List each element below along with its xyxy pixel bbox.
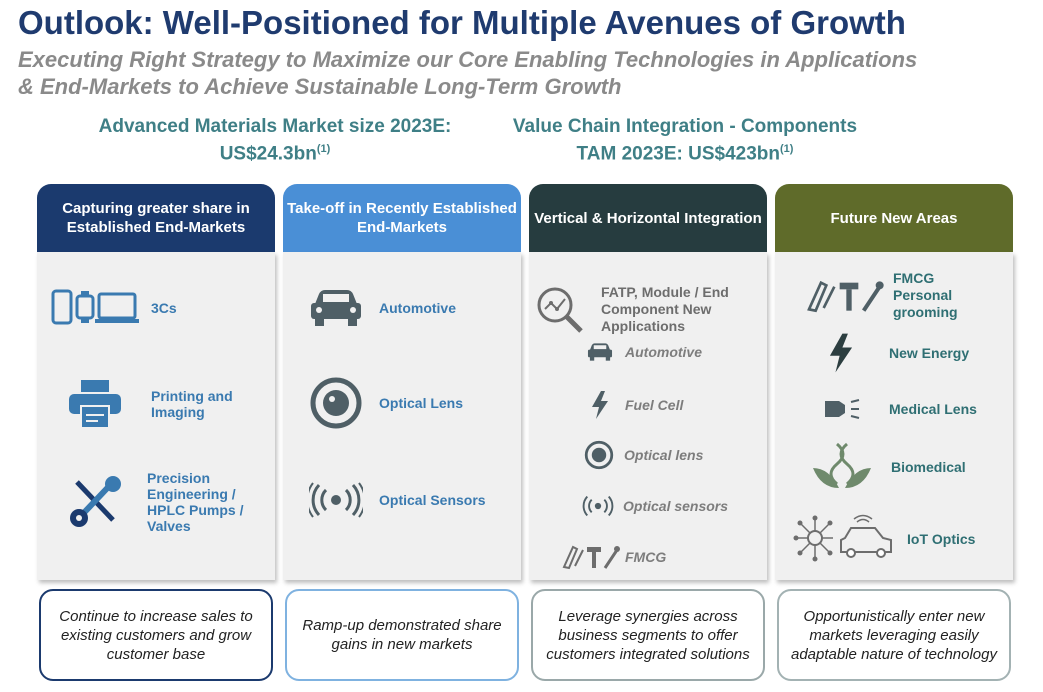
sub-item-label: Optical sensors — [623, 498, 729, 514]
column-recent: Take-off in Recently Established End-Mar… — [283, 184, 521, 580]
item-label: FATP, Module / End Component New Applica… — [601, 284, 729, 334]
column-header: Capturing greater share in Established E… — [37, 184, 275, 252]
market-left-line2: US$24.3bn — [219, 143, 317, 165]
column-body: FMCG Personal grooming New Energy Medi — [775, 252, 1013, 580]
column-established: Capturing greater share in Established E… — [37, 184, 275, 580]
item-label: Biomedical — [891, 458, 966, 475]
market-right-line2: TAM 2023E: US$423bn — [576, 143, 780, 165]
sub-item-label: Fuel Cell — [625, 397, 684, 413]
column-header: Vertical & Horizontal Integration — [529, 184, 767, 252]
list-item: Precision Engineering / HPLC Pumps / Val… — [67, 470, 257, 534]
lens-icon — [584, 440, 614, 470]
column-body: FATP, Module / End Component New Applica… — [529, 252, 767, 580]
list-item: Medical Lens — [823, 398, 977, 420]
column-header: Future New Areas — [775, 184, 1013, 252]
item-label: 3Cs — [151, 300, 177, 316]
item-label: Automotive — [379, 300, 456, 316]
tools-icon — [67, 474, 123, 530]
column-body: Automotive Optical Lens — [283, 252, 521, 580]
list-item: New Energy — [823, 330, 969, 376]
note-box: Continue to increase sales to existing c… — [39, 589, 273, 681]
market-right-footnote: (1) — [780, 143, 794, 155]
sub-item: Fuel Cell — [587, 390, 683, 420]
list-item: IoT Optics — [793, 514, 975, 564]
list-item: Automotive — [309, 288, 456, 328]
list-item: Printing and Imaging — [67, 376, 251, 432]
list-item: Optical Sensors — [309, 482, 486, 518]
medical-lens-icon — [823, 398, 863, 420]
market-size-right: Value Chain Integration - Components TAM… — [480, 116, 890, 165]
page-subtitle: Executing Right Strategy to Maximize our… — [18, 47, 918, 99]
list-item: FATP, Module / End Component New Applica… — [535, 284, 751, 335]
lightning-icon — [823, 330, 859, 376]
car-icon — [309, 288, 363, 328]
grooming-tools-icon — [561, 544, 621, 570]
sensor-icon — [309, 482, 363, 518]
item-label: New Energy — [889, 344, 970, 361]
sensor-icon — [581, 494, 615, 518]
page-title: Outlook: Well-Positioned for Multiple Av… — [18, 4, 906, 41]
sub-item: FMCG — [561, 544, 666, 570]
item-label: Optical Sensors — [379, 492, 486, 508]
column-header: Take-off in Recently Established End-Mar… — [283, 184, 521, 252]
lightning-icon — [587, 390, 613, 420]
item-label: Medical Lens — [889, 400, 977, 417]
column-integration: Vertical & Horizontal Integration FATP, … — [529, 184, 767, 580]
sub-item: Optical lens — [584, 440, 703, 470]
list-item: 3Cs — [51, 288, 177, 328]
note-box: Opportunistically enter new markets leve… — [777, 589, 1011, 681]
item-label: Precision Engineering / HPLC Pumps / Val… — [147, 470, 244, 534]
item-label: Printing and Imaging — [151, 388, 233, 420]
sub-item: Automotive — [587, 342, 702, 362]
list-item: FMCG Personal grooming — [805, 270, 973, 321]
iot-car-icon — [793, 514, 897, 564]
market-left-footnote: (1) — [316, 143, 331, 155]
market-left-line1: Advanced Materials Market size 2023E: — [98, 116, 452, 137]
column-future: Future New Areas FMCG Personal grooming — [775, 184, 1013, 580]
devices-icon — [51, 288, 141, 328]
list-item: Optical Lens — [309, 376, 463, 430]
item-label: IoT Optics — [907, 530, 976, 547]
sub-item-label: FMCG — [625, 549, 667, 565]
note-box: Ramp-up demonstrated share gains in new … — [285, 589, 519, 681]
market-right-line1: Value Chain Integration - Components — [512, 116, 858, 137]
car-icon — [587, 342, 613, 362]
lens-icon — [309, 376, 363, 430]
grooming-tools-icon — [805, 278, 885, 314]
dna-plant-icon — [811, 442, 873, 492]
item-label: Optical Lens — [379, 395, 464, 411]
note-box: Leverage synergies across business segme… — [531, 589, 765, 681]
sub-item: Optical sensors — [581, 494, 728, 518]
sub-item-label: Optical lens — [624, 447, 704, 463]
sub-item-label: Automotive — [625, 344, 702, 360]
item-label: FMCG Personal grooming — [893, 270, 958, 320]
column-body: 3Cs Printing and Imaging — [37, 252, 275, 580]
printer-icon — [67, 376, 123, 432]
list-item: Biomedical — [811, 442, 966, 492]
market-size-left: Advanced Materials Market size 2023E: US… — [70, 116, 480, 165]
magnifier-chart-icon — [535, 285, 585, 335]
